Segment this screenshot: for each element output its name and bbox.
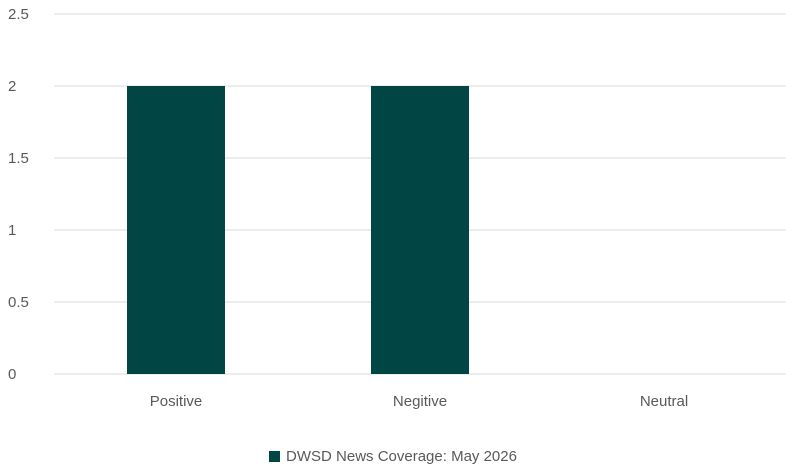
x-tick-label: Neutral	[640, 393, 688, 410]
y-tick-label: 0.5	[8, 294, 29, 311]
bars	[127, 86, 469, 374]
legend: DWSD News Coverage: May 2026	[0, 448, 786, 465]
y-tick-label: 0	[8, 366, 16, 383]
x-tick-label: Negitive	[393, 393, 447, 410]
y-tick-label: 1	[8, 222, 16, 239]
bar-positive	[127, 86, 225, 374]
y-tick-label: 1.5	[8, 150, 29, 167]
y-axis-ticks: 0 0.5 1 1.5 2 2.5	[8, 6, 29, 383]
y-tick-label: 2	[8, 78, 16, 95]
bar-negitive	[371, 86, 469, 374]
x-tick-label: Positive	[150, 393, 203, 410]
y-tick-label: 2.5	[8, 6, 29, 23]
legend-label: DWSD News Coverage: May 2026	[286, 448, 517, 465]
legend-swatch	[269, 451, 281, 462]
x-axis-ticks: Positive Negitive Neutral	[150, 393, 688, 410]
